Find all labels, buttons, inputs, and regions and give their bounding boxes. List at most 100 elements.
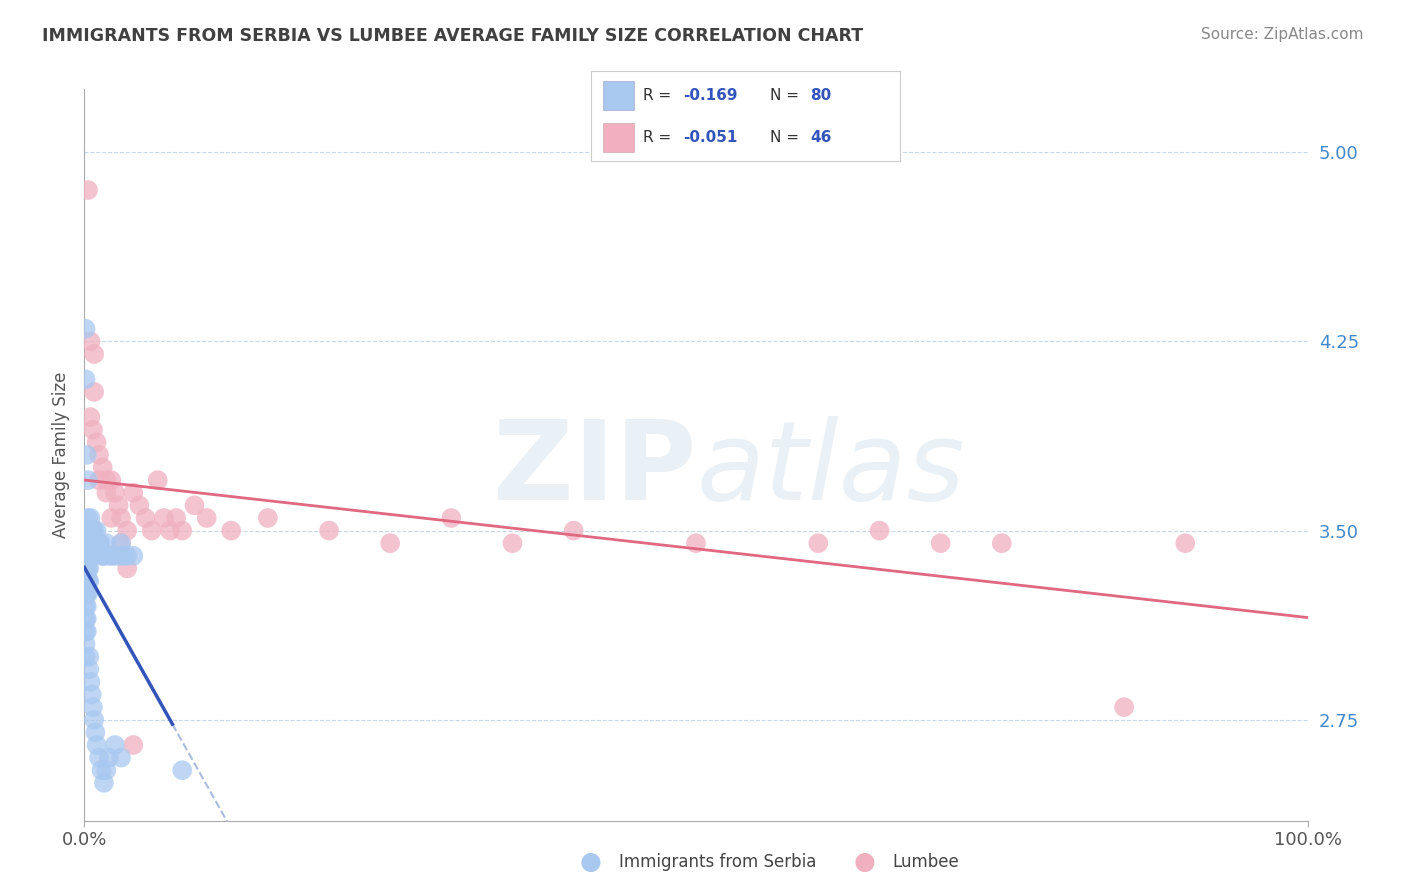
Text: 46: 46 <box>810 130 831 145</box>
Point <box>75 536 97 550</box>
Point <box>90 763 112 777</box>
Point <box>77 662 100 676</box>
Point <box>562 524 585 538</box>
Point <box>115 524 138 538</box>
Text: R =: R = <box>643 88 676 103</box>
Point <box>77 549 100 563</box>
Point <box>135 511 157 525</box>
Point <box>104 549 127 563</box>
Point <box>76 599 98 614</box>
Point <box>165 511 187 525</box>
Point <box>86 536 108 550</box>
Point <box>1114 700 1136 714</box>
Point <box>86 524 108 538</box>
Point <box>79 674 101 689</box>
Point <box>122 485 145 500</box>
Point <box>79 511 101 525</box>
Point <box>75 624 97 639</box>
Point <box>80 688 103 702</box>
Point <box>929 536 952 550</box>
Point <box>183 499 205 513</box>
Point <box>122 549 145 563</box>
Point <box>96 485 118 500</box>
Point <box>87 473 110 487</box>
Point <box>91 549 114 563</box>
Point <box>82 423 104 437</box>
Point <box>107 549 129 563</box>
Point <box>100 473 122 487</box>
Point <box>77 511 100 525</box>
Point <box>112 549 135 563</box>
Point <box>440 511 463 525</box>
Text: Source: ZipAtlas.com: Source: ZipAtlas.com <box>1201 27 1364 42</box>
Point <box>195 511 218 525</box>
Point <box>128 499 150 513</box>
Point <box>77 536 100 550</box>
Point <box>318 524 340 538</box>
Point <box>159 524 181 538</box>
Point <box>83 524 105 538</box>
Text: N =: N = <box>770 130 804 145</box>
Point <box>80 524 103 538</box>
Point <box>96 763 118 777</box>
Point <box>77 183 100 197</box>
Point <box>77 561 100 575</box>
Point <box>115 549 138 563</box>
Point <box>77 574 100 588</box>
Point <box>77 574 100 588</box>
Point <box>172 524 194 538</box>
FancyBboxPatch shape <box>603 81 634 110</box>
Point <box>219 524 242 538</box>
Point <box>97 549 120 563</box>
Point <box>82 536 104 550</box>
Point <box>90 549 112 563</box>
Point <box>79 524 101 538</box>
Point <box>76 624 98 639</box>
Point <box>104 485 127 500</box>
Point <box>87 448 110 462</box>
Point <box>110 536 132 550</box>
Point <box>77 536 100 550</box>
Point <box>75 649 97 664</box>
Point <box>79 536 101 550</box>
Point <box>141 524 163 538</box>
Point <box>82 700 104 714</box>
Text: IMMIGRANTS FROM SERBIA VS LUMBEE AVERAGE FAMILY SIZE CORRELATION CHART: IMMIGRANTS FROM SERBIA VS LUMBEE AVERAGE… <box>42 27 863 45</box>
Point <box>77 524 100 538</box>
Point <box>76 536 98 550</box>
Text: N =: N = <box>770 88 804 103</box>
Point <box>75 599 97 614</box>
Point <box>75 561 97 575</box>
Point <box>93 549 115 563</box>
Point <box>77 524 100 538</box>
Point <box>86 435 108 450</box>
Point <box>83 347 105 361</box>
Point <box>685 536 707 550</box>
Point <box>79 549 101 563</box>
Point <box>172 763 194 777</box>
Point <box>76 524 98 538</box>
Point <box>83 384 105 399</box>
Point <box>110 511 132 525</box>
Point <box>75 372 97 386</box>
Point <box>75 574 97 588</box>
Point <box>84 725 107 739</box>
Point <box>115 561 138 575</box>
Point <box>76 448 98 462</box>
Point <box>110 536 132 550</box>
Point <box>77 649 100 664</box>
Point <box>83 713 105 727</box>
Point <box>100 549 122 563</box>
Point <box>97 750 120 764</box>
Point <box>807 536 830 550</box>
Point <box>76 574 98 588</box>
Point <box>76 561 98 575</box>
Point <box>89 536 111 550</box>
Point <box>80 549 103 563</box>
Y-axis label: Average Family Size: Average Family Size <box>52 372 70 538</box>
Point <box>82 524 104 538</box>
Point <box>86 738 108 752</box>
Point <box>87 750 110 764</box>
Point <box>79 334 101 349</box>
Point <box>75 612 97 626</box>
